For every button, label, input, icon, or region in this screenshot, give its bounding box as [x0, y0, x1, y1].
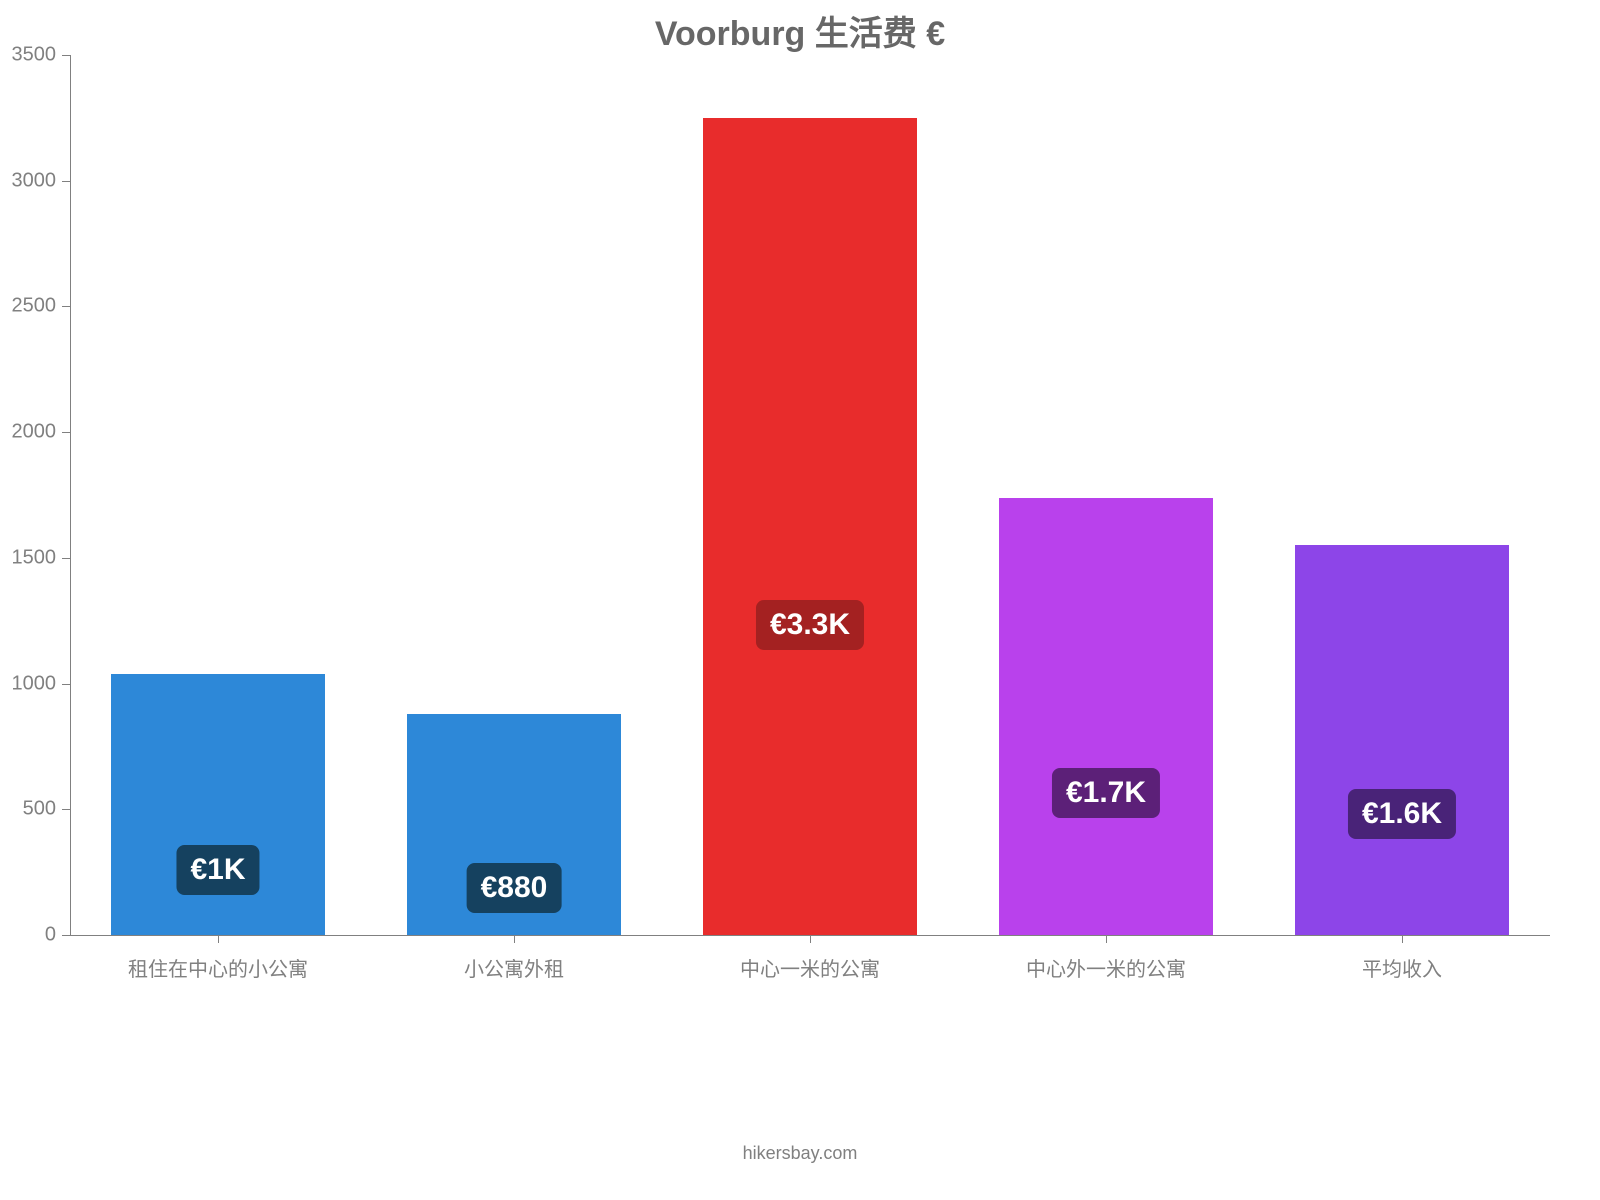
y-axis-line [70, 55, 71, 935]
x-tick-label: 小公寓外租 [464, 953, 564, 982]
bar-value-label: €1.7K [1052, 768, 1160, 818]
chart-footer: hikersbay.com [0, 1143, 1600, 1164]
y-tick [62, 181, 70, 182]
y-tick-label: 2000 [0, 421, 56, 444]
bar-value-label: €880 [467, 863, 562, 913]
chart-title: Voorburg 生活费 € [0, 6, 1600, 55]
y-tick [62, 55, 70, 56]
y-tick-label: 2500 [0, 295, 56, 318]
bar [999, 498, 1212, 935]
y-tick [62, 684, 70, 685]
x-tick [1402, 935, 1403, 943]
bar [703, 118, 916, 935]
y-tick-label: 1500 [0, 546, 56, 569]
bar-value-label: €1.6K [1348, 789, 1456, 839]
x-tick [810, 935, 811, 943]
y-tick [62, 809, 70, 810]
x-tick-label: 平均收入 [1362, 953, 1442, 982]
y-tick [62, 558, 70, 559]
bar [1295, 545, 1508, 935]
y-tick-label: 3000 [0, 169, 56, 192]
x-tick-label: 租住在中心的小公寓 [128, 953, 308, 982]
chart-container: Voorburg 生活费 € 0500100015002000250030003… [0, 0, 1600, 1200]
y-tick-label: 1000 [0, 672, 56, 695]
x-tick-label: 中心一米的公寓 [740, 953, 880, 982]
x-tick [1106, 935, 1107, 943]
y-tick [62, 306, 70, 307]
bar-value-label: €1K [176, 845, 259, 895]
bar-value-label: €3.3K [756, 600, 864, 650]
y-tick [62, 935, 70, 936]
y-tick-label: 3500 [0, 44, 56, 67]
x-tick-label: 中心外一米的公寓 [1026, 953, 1186, 982]
bar [111, 674, 324, 935]
x-tick [218, 935, 219, 943]
plot-area: 0500100015002000250030003500租住在中心的小公寓€1K… [70, 55, 1550, 935]
y-tick-label: 0 [0, 924, 56, 947]
y-tick-label: 500 [0, 798, 56, 821]
x-tick [514, 935, 515, 943]
y-tick [62, 432, 70, 433]
